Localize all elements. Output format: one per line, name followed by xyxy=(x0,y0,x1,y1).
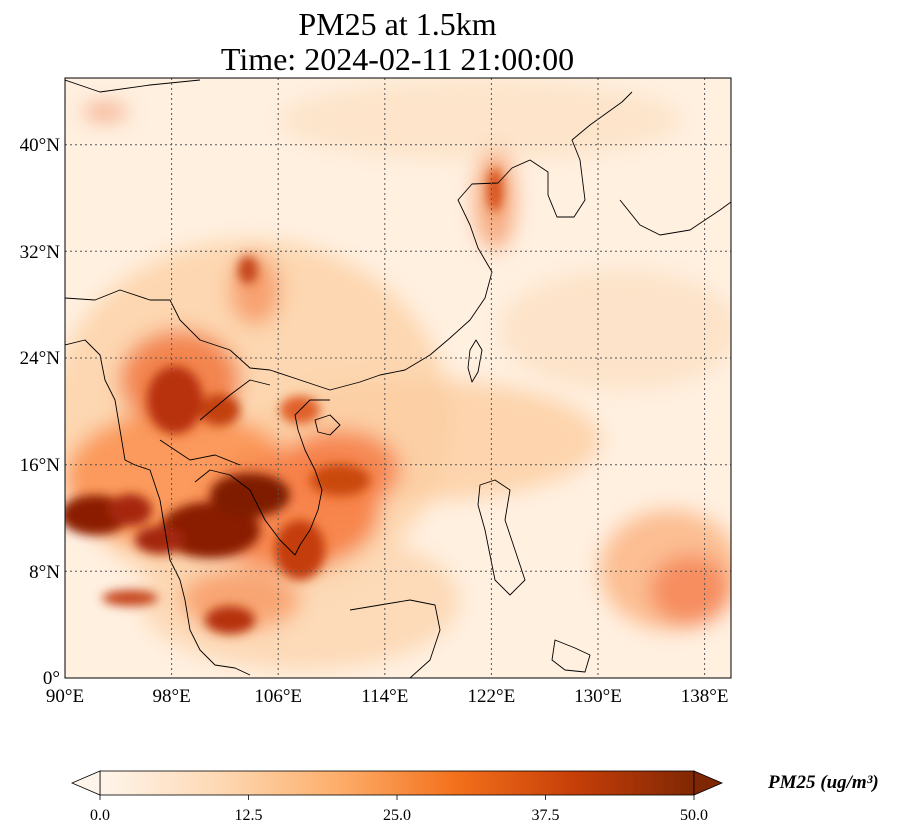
lon-tick-98: 98°E xyxy=(152,686,190,707)
lat-tick-0: 0° xyxy=(43,668,60,689)
colorbar-extend-low xyxy=(70,770,101,796)
map-frame xyxy=(64,77,732,679)
colorbar-extend-high xyxy=(693,770,724,796)
map-subtitle: Time: 2024-02-11 21:00:00 xyxy=(220,41,575,77)
lat-tick-16: 16°N xyxy=(20,455,61,476)
colorbar-gradient xyxy=(99,770,695,796)
gridlines xyxy=(65,78,731,678)
lat-tick-32: 32°N xyxy=(20,242,61,263)
pm25-field xyxy=(65,78,731,678)
lon-tick-122: 122°E xyxy=(468,686,516,707)
colorbar-label: PM25 (ug/m³) xyxy=(768,772,879,793)
lat-tick-40: 40°N xyxy=(20,135,61,156)
colorbar: 0.0 12.5 25.0 37.5 50.0 xyxy=(70,770,724,824)
map-title: PM25 at 1.5km xyxy=(298,6,497,42)
lon-tick-labels: 90°E 98°E 106°E 114°E 122°E 130°E 138°E xyxy=(46,686,729,707)
coastlines xyxy=(65,79,731,678)
lon-tick-130: 130°E xyxy=(574,686,622,707)
colorbar-tick-3: 37.5 xyxy=(532,807,560,824)
lon-tick-90: 90°E xyxy=(46,686,84,707)
lon-tick-106: 106°E xyxy=(254,686,302,707)
colorbar-tick-4: 50.0 xyxy=(680,807,708,824)
colorbar-tick-2: 25.0 xyxy=(383,807,411,824)
lat-tick-24: 24°N xyxy=(20,348,61,369)
lon-tick-138: 138°E xyxy=(681,686,729,707)
colorbar-tick-0: 0.0 xyxy=(90,807,110,824)
lat-tick-8: 8°N xyxy=(29,562,60,583)
lon-tick-114: 114°E xyxy=(361,686,408,707)
lat-tick-labels: 0° 8°N 16°N 24°N 32°N 40°N xyxy=(20,135,61,689)
colorbar-tick-1: 12.5 xyxy=(235,807,263,824)
